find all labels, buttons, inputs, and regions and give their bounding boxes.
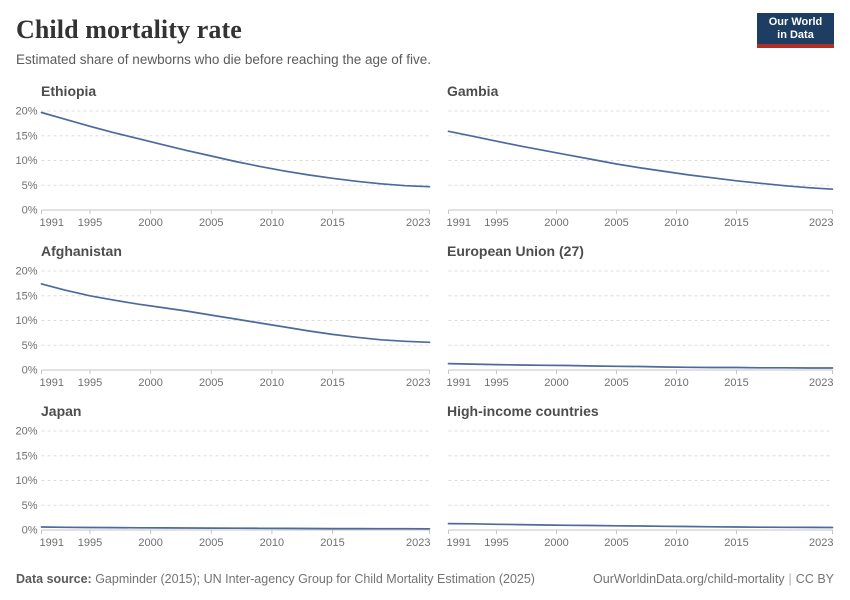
line-chart-japan: 0% 5% 10% 15% 20% 1991 1995 2000 2005 2010 2015 202… [16, 426, 431, 550]
svg-text:2010: 2010 [664, 217, 688, 229]
facet-japan: Japan 0% 5% 10% 15% 20% 1991 1995 2000 2005 2010 2… [16, 402, 431, 556]
footer-separator: | [788, 572, 792, 586]
svg-text:2010: 2010 [260, 377, 284, 389]
svg-text:1995: 1995 [484, 537, 508, 549]
svg-text:15%: 15% [16, 130, 38, 142]
svg-text:20%: 20% [16, 106, 38, 118]
facet-title: Gambia [447, 83, 499, 100]
svg-text:2000: 2000 [138, 377, 162, 389]
svg-text:2023: 2023 [809, 217, 833, 229]
license-label: CC BY [795, 572, 834, 586]
svg-text:2015: 2015 [724, 217, 748, 229]
svg-text:0%: 0% [22, 205, 38, 217]
svg-text:1991: 1991 [447, 537, 471, 549]
svg-text:2015: 2015 [724, 377, 748, 389]
line-chart-european-union: 1991 1995 2000 2005 2010 2015 2023 [447, 270, 834, 389]
facet-high-income: High-income countries 1991 1995 2000 2005 20… [447, 402, 834, 556]
svg-text:5%: 5% [22, 340, 38, 352]
facet-european-union: European Union (27) 1991 1995 2000 2005 2010… [447, 242, 834, 396]
svg-text:2023: 2023 [406, 217, 430, 229]
svg-text:2015: 2015 [320, 217, 344, 229]
facet-title: Ethiopia [41, 83, 97, 100]
svg-text:5%: 5% [22, 180, 38, 192]
svg-text:2023: 2023 [406, 377, 430, 389]
facet-afghanistan: Afghanistan 0% 5% 10% 15% 20% 1991 1995 2000 200… [16, 242, 431, 396]
svg-text:20%: 20% [16, 426, 38, 438]
facet-title: Japan [41, 403, 82, 420]
footer-links: OurWorldinData.org/child-mortality | CC BY [593, 572, 834, 586]
facet-gambia: Gambia 1991 1995 2000 2005 2010 2015 2023 [447, 82, 834, 236]
svg-text:1995: 1995 [484, 377, 508, 389]
svg-text:2015: 2015 [724, 537, 748, 549]
svg-text:2000: 2000 [138, 537, 162, 549]
svg-text:2023: 2023 [809, 537, 833, 549]
svg-text:10%: 10% [16, 155, 38, 167]
svg-text:2000: 2000 [544, 537, 568, 549]
line-chart-high-income: 1991 1995 2000 2005 2010 2015 2023 [447, 430, 834, 549]
line-chart-afghanistan: 0% 5% 10% 15% 20% 1991 1995 2000 2005 2010 2015 202… [16, 266, 431, 390]
page-title: Child mortality rate [16, 15, 242, 44]
svg-text:2010: 2010 [260, 217, 284, 229]
svg-text:2005: 2005 [604, 537, 628, 549]
svg-text:2000: 2000 [544, 217, 568, 229]
chart-footer: Data source: Gapminder (2015); UN Inter-… [16, 572, 834, 586]
svg-text:15%: 15% [16, 450, 38, 462]
svg-text:20%: 20% [16, 266, 38, 278]
svg-text:1995: 1995 [484, 217, 508, 229]
svg-text:2015: 2015 [320, 377, 344, 389]
svg-text:10%: 10% [16, 315, 38, 327]
svg-text:1991: 1991 [40, 377, 64, 389]
svg-text:2005: 2005 [199, 537, 223, 549]
svg-text:15%: 15% [16, 290, 38, 302]
svg-text:2015: 2015 [320, 537, 344, 549]
svg-text:1995: 1995 [78, 377, 102, 389]
line-chart-ethiopia: 0% 5% 10% 15% 20% 1991 1995 2000 2005 2010 2015 202… [16, 106, 431, 230]
facet-title: European Union (27) [447, 243, 584, 260]
owid-logo[interactable]: Our World in Data [757, 13, 834, 48]
data-source-text: Gapminder (2015); UN Inter-agency Group … [91, 572, 535, 586]
svg-text:2005: 2005 [604, 377, 628, 389]
facet-grid: Ethiopia 0% 5% 10% 15% 20% 1991 1995 2000 2005 20… [0, 82, 850, 556]
data-source-label: Data source: [16, 572, 92, 586]
svg-text:1991: 1991 [447, 217, 471, 229]
svg-text:2000: 2000 [138, 217, 162, 229]
data-source: Data source: Gapminder (2015); UN Inter-… [16, 572, 535, 586]
facet-title: High-income countries [447, 403, 599, 420]
svg-text:2010: 2010 [664, 377, 688, 389]
svg-text:1991: 1991 [40, 217, 64, 229]
svg-text:2005: 2005 [604, 217, 628, 229]
svg-text:2023: 2023 [809, 377, 833, 389]
svg-text:2000: 2000 [544, 377, 568, 389]
svg-text:1991: 1991 [40, 537, 64, 549]
svg-text:10%: 10% [16, 475, 38, 487]
owid-logo-line2: in Data [777, 28, 814, 41]
facet-title: Afghanistan [41, 243, 122, 260]
svg-text:0%: 0% [22, 365, 38, 377]
owid-logo-line1: Our World [768, 15, 823, 28]
svg-text:2005: 2005 [199, 377, 223, 389]
svg-text:2010: 2010 [664, 537, 688, 549]
svg-text:2010: 2010 [260, 537, 284, 549]
line-chart-gambia: 1991 1995 2000 2005 2010 2015 2023 [447, 110, 834, 229]
svg-text:0%: 0% [22, 525, 38, 537]
svg-text:1995: 1995 [78, 217, 102, 229]
svg-text:2023: 2023 [406, 537, 430, 549]
facet-ethiopia: Ethiopia 0% 5% 10% 15% 20% 1991 1995 2000 2005 20… [16, 82, 431, 236]
svg-text:5%: 5% [22, 500, 38, 512]
chart-subtitle: Estimated share of newborns who die befo… [16, 52, 431, 68]
svg-text:1991: 1991 [447, 377, 471, 389]
svg-text:2005: 2005 [199, 217, 223, 229]
owid-url-link[interactable]: OurWorldinData.org/child-mortality [593, 572, 785, 586]
svg-text:1995: 1995 [78, 537, 102, 549]
chart-header: Child mortality rate Estimated share of … [0, 0, 850, 69]
